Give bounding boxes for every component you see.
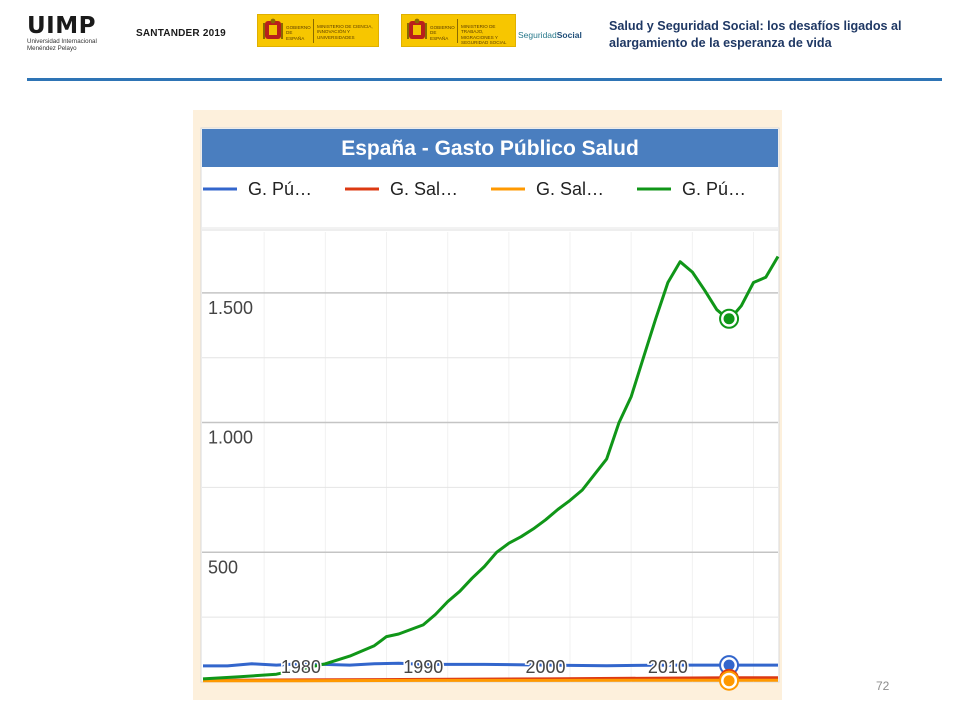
gov1-right-text: MINISTERIO DE CIENCIA, INNOVACIÓN Y UNIV… bbox=[317, 24, 373, 40]
ministry-labour-logo: GOBIERNO DE ESPAÑA MINISTERIO DE TRABAJO… bbox=[401, 14, 516, 47]
gov1-left-text: GOBIERNO DE ESPAÑA bbox=[286, 25, 311, 41]
series-line bbox=[203, 678, 778, 683]
uimp-logo-text: UIMP bbox=[27, 13, 96, 39]
y-tick-label: 1.500 bbox=[208, 298, 253, 318]
slide-header: UIMP Universidad Internacional Menéndez … bbox=[0, 0, 960, 84]
gov2-divider bbox=[457, 19, 458, 43]
seguridad-social-logo: SeguridadSocial bbox=[518, 30, 582, 40]
chart-frame: España - Gasto Público Salud G. Pú… G. Sal… bbox=[193, 110, 782, 700]
header-rule bbox=[27, 78, 942, 81]
legend-label: G. Sal… bbox=[390, 179, 458, 199]
ministry-science-logo: GOBIERNO DE ESPAÑA MINISTERIO DE CIENCIA… bbox=[257, 14, 379, 47]
legend-label: G. Pú… bbox=[248, 179, 312, 199]
chart-title: España - Gasto Público Salud bbox=[341, 137, 639, 160]
plot-panel bbox=[200, 127, 780, 683]
slide-title-line-1: Salud y Seguridad Social: los desafíos l… bbox=[609, 19, 902, 33]
x-tick-label: 1980 bbox=[281, 657, 321, 677]
y-tick-label: 1.000 bbox=[208, 428, 253, 448]
gov1-divider bbox=[313, 19, 314, 43]
page-number: 72 bbox=[876, 679, 890, 693]
legend-label: G. Pú… bbox=[682, 179, 746, 199]
x-tick-label: 2000 bbox=[526, 657, 566, 677]
uimp-logo-subtitle-1: Universidad Internacional bbox=[27, 38, 97, 45]
gov2-right-text: MINISTERIO DE TRABAJO, MIGRACIONES Y SEG… bbox=[461, 24, 507, 46]
coat-of-arms-icon bbox=[263, 18, 283, 39]
series-marker bbox=[723, 659, 735, 671]
line-chart: España - Gasto Público Salud G. Pú… G. Sal… bbox=[200, 127, 780, 691]
coat-of-arms-icon bbox=[407, 18, 427, 39]
uimp-logo-subtitle-2: Menéndez Pelayo bbox=[27, 45, 77, 52]
series-marker bbox=[723, 675, 735, 687]
series-line bbox=[203, 661, 778, 668]
chart-title-bar bbox=[202, 129, 778, 167]
slide-title: Salud y Seguridad Social: los desafíos l… bbox=[609, 18, 929, 52]
y-tick-label: 500 bbox=[208, 557, 238, 577]
ss-logo-part-b: Social bbox=[556, 30, 582, 40]
uimp-logo: UIMP Universidad Internacional Menéndez … bbox=[27, 14, 117, 60]
gov2-left-text: GOBIERNO DE ESPAÑA bbox=[430, 25, 455, 41]
series-line bbox=[202, 255, 780, 681]
x-tick-label: 1990 bbox=[403, 657, 443, 677]
ss-logo-part-a: Seguridad bbox=[518, 30, 557, 40]
series-marker bbox=[723, 313, 735, 325]
x-tick-label: 2010 bbox=[648, 657, 688, 677]
event-label: SANTANDER 2019 bbox=[136, 28, 226, 39]
legend-label: G. Sal… bbox=[536, 179, 604, 199]
slide-title-line-2: alargamiento de la esperanza de vida bbox=[609, 36, 832, 50]
